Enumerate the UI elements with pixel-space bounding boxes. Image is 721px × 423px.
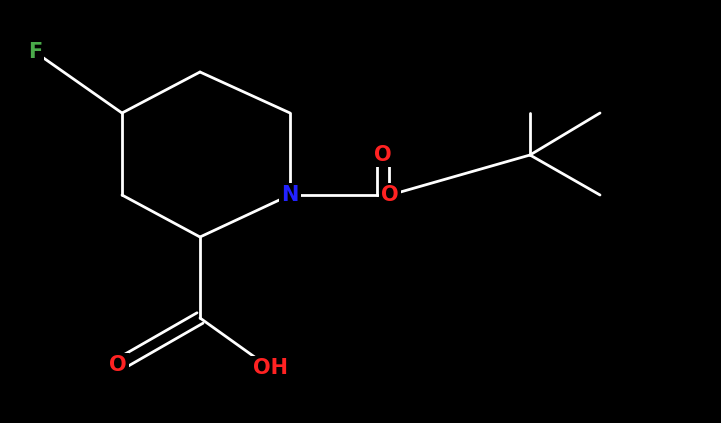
Text: O: O: [109, 355, 127, 375]
Text: F: F: [28, 42, 42, 62]
Text: O: O: [374, 145, 392, 165]
Text: OH: OH: [252, 358, 288, 378]
Text: N: N: [281, 185, 298, 205]
Text: O: O: [381, 185, 399, 205]
